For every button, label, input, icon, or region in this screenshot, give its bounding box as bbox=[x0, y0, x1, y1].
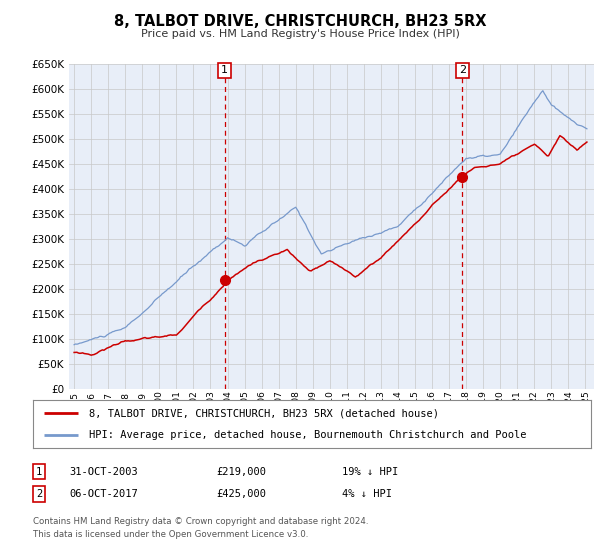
Text: 2: 2 bbox=[458, 66, 466, 76]
Text: 19% ↓ HPI: 19% ↓ HPI bbox=[342, 466, 398, 477]
Text: Price paid vs. HM Land Registry's House Price Index (HPI): Price paid vs. HM Land Registry's House … bbox=[140, 29, 460, 39]
Text: HPI: Average price, detached house, Bournemouth Christchurch and Poole: HPI: Average price, detached house, Bour… bbox=[89, 430, 526, 440]
Text: 06-OCT-2017: 06-OCT-2017 bbox=[69, 489, 138, 499]
Text: £219,000: £219,000 bbox=[216, 466, 266, 477]
Text: 1: 1 bbox=[36, 466, 42, 477]
Text: £425,000: £425,000 bbox=[216, 489, 266, 499]
Text: 2: 2 bbox=[36, 489, 42, 499]
Text: Contains HM Land Registry data © Crown copyright and database right 2024.: Contains HM Land Registry data © Crown c… bbox=[33, 517, 368, 526]
Text: 1: 1 bbox=[221, 66, 228, 76]
Text: 31-OCT-2003: 31-OCT-2003 bbox=[69, 466, 138, 477]
Text: This data is licensed under the Open Government Licence v3.0.: This data is licensed under the Open Gov… bbox=[33, 530, 308, 539]
Text: 4% ↓ HPI: 4% ↓ HPI bbox=[342, 489, 392, 499]
Text: 8, TALBOT DRIVE, CHRISTCHURCH, BH23 5RX: 8, TALBOT DRIVE, CHRISTCHURCH, BH23 5RX bbox=[114, 14, 486, 29]
Text: 8, TALBOT DRIVE, CHRISTCHURCH, BH23 5RX (detached house): 8, TALBOT DRIVE, CHRISTCHURCH, BH23 5RX … bbox=[89, 408, 439, 418]
